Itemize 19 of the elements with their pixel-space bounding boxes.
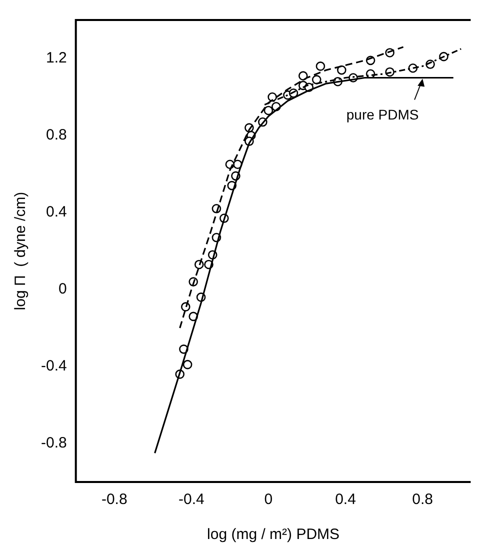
y-tick-label: 0.4 [46,204,67,221]
x-tick-label: -0.4 [178,491,204,508]
x-tick-label: 0.8 [412,491,433,508]
y-axis-title: log Π ( dyne /cm) [12,192,30,310]
point [337,65,346,75]
annotation: pure PDMS [346,106,419,123]
point [182,360,192,370]
y-tick-label: 0 [58,280,67,298]
point [316,62,326,71]
x-tick-label: 0 [264,491,273,508]
point [298,71,308,80]
y-tick-label: -0.8 [40,434,67,452]
point [312,75,322,84]
y-tick-label: 0.8 [46,126,67,144]
y-tick-label: 1.2 [46,50,67,67]
x-axis-title: log (mg / m²) PDMS [207,526,340,544]
y-tick-label: -0.4 [40,358,67,375]
x-tick-label: -0.8 [101,491,128,508]
x-tick-label: 0.4 [335,491,356,508]
